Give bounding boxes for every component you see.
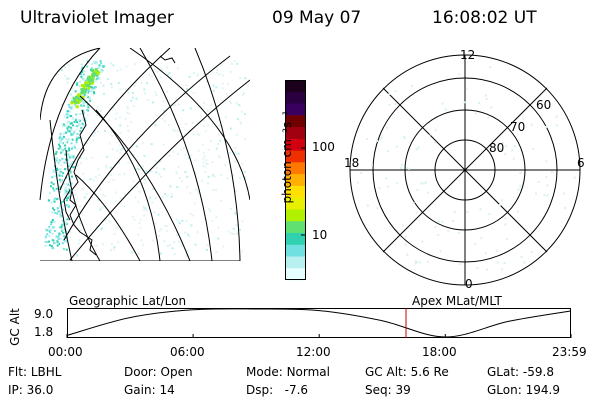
altitude-xtick-2: 12:00	[296, 345, 331, 359]
status-gc-alt: GC Alt: 5.6 Re	[365, 365, 449, 379]
colorbar-band	[285, 232, 306, 246]
polar-caption: Apex MLat/MLT	[412, 294, 502, 308]
colorbar-band	[285, 209, 306, 222]
altitude-xtick-1: 06:00	[170, 345, 205, 359]
colorbar-band	[285, 103, 306, 116]
colorbar-tick-100: 100	[312, 140, 335, 154]
polar-lat-70: 70	[510, 120, 526, 134]
colorbar-band	[285, 185, 306, 199]
altitude-series-line	[66, 308, 572, 338]
altitude-plot	[66, 308, 572, 338]
colorbar-band	[285, 256, 306, 269]
globe-limb	[39, 47, 101, 201]
colorbar-band	[285, 115, 306, 128]
altitude-ylabel: GC Alt	[7, 308, 22, 346]
polar-lat-60: 60	[536, 98, 552, 112]
status-dsp: Dsp: -7.6	[246, 383, 309, 397]
status-ip: IP: 36.0	[8, 383, 54, 397]
polar-emission	[356, 66, 576, 271]
altitude-frame	[67, 308, 571, 338]
colorbar-band	[285, 80, 306, 93]
colorbar-band	[285, 162, 306, 175]
colorbar-band	[285, 91, 306, 105]
status-flt: Flt: LBHL	[8, 365, 62, 379]
colorbar-band	[285, 174, 306, 187]
colorbar-band	[285, 221, 306, 234]
polar-label-18: 18	[344, 156, 360, 170]
altitude-xtick-0: 00:00	[48, 345, 83, 359]
status-glon: GLon: 194.9	[487, 383, 560, 397]
status-door: Door: Open	[124, 365, 193, 379]
status-mode: Mode: Normal	[246, 365, 330, 379]
lat-lon-grid	[40, 48, 250, 261]
image-time: 16:08:02 UT	[432, 8, 537, 28]
polar-plot	[349, 54, 581, 286]
altitude-xtick-3: 18:00	[422, 345, 457, 359]
polar-label-6: 6	[577, 156, 585, 170]
status-glat: GLat: -59.8	[487, 365, 554, 379]
altitude-xtick-4: 23:59	[552, 345, 587, 359]
colorbar-band	[285, 197, 306, 210]
polar-label-12: 12	[460, 48, 476, 62]
colorbar-tick-10: 10	[312, 228, 328, 242]
app-title: Ultraviolet Imager	[20, 8, 174, 28]
colorbar-band	[285, 268, 306, 281]
coastline	[63, 55, 176, 256]
geo-caption: Geographic Lat/Lon	[69, 294, 187, 308]
altitude-ytick-1-8: 1.8	[34, 325, 54, 339]
colorbar-band	[285, 127, 306, 140]
colorbar-band	[285, 138, 306, 152]
colorbar	[285, 80, 306, 281]
colorbar-band	[285, 150, 306, 163]
aurora-emission	[44, 60, 247, 257]
polar-diagonal-2	[382, 87, 548, 253]
polar-label-0: 0	[465, 277, 473, 291]
colorbar-unit-label: photon cm⁻²s⁻¹	[280, 110, 294, 204]
polar-lat-80: 80	[489, 141, 505, 155]
status-seq: Seq: 39	[365, 383, 411, 397]
altitude-ytick-9: 9.0	[34, 307, 54, 321]
status-gain: Gain: 14	[124, 383, 175, 397]
colorbar-band	[285, 244, 306, 257]
image-date: 09 May 07	[272, 8, 362, 28]
